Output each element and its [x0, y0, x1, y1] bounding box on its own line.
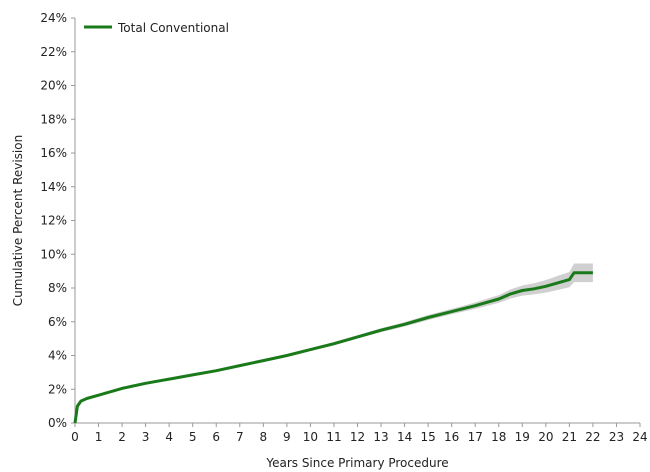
- series-line-total-conventional: [73, 271, 593, 424]
- x-tick-label: 10: [303, 430, 318, 444]
- x-tick-label: 1: [95, 430, 103, 444]
- x-tick-label: 23: [609, 430, 624, 444]
- x-tick-label: 12: [350, 430, 365, 444]
- y-tick-label: 22%: [40, 45, 67, 59]
- x-tick-label: 20: [538, 430, 553, 444]
- y-axis-title: Cumulative Percent Revision: [11, 135, 25, 306]
- x-tick-label: 17: [468, 430, 483, 444]
- y-tick-label: 8%: [48, 281, 67, 295]
- y-tick-label: 20%: [40, 79, 67, 93]
- y-tick-label: 12%: [40, 214, 67, 228]
- y-tick-label: 14%: [40, 180, 67, 194]
- x-tick-label: 9: [283, 430, 291, 444]
- x-tick-label: 5: [189, 430, 197, 444]
- y-tick-label: 0%: [48, 416, 67, 430]
- x-tick-label: 21: [562, 430, 577, 444]
- x-axis-title: Years Since Primary Procedure: [265, 456, 448, 470]
- x-tick-label: 13: [373, 430, 388, 444]
- x-tick-label: 3: [142, 430, 150, 444]
- x-tick-label: 22: [585, 430, 600, 444]
- y-tick-label: 4%: [48, 349, 67, 363]
- x-tick-label: 7: [236, 430, 244, 444]
- y-tick-label: 2%: [48, 382, 67, 396]
- x-tick-label: 0: [71, 430, 79, 444]
- x-tick-label: 2: [118, 430, 126, 444]
- y-tick-label: 10%: [40, 247, 67, 261]
- x-tick-label: 4: [165, 430, 173, 444]
- y-tick-label: 6%: [48, 315, 67, 329]
- x-tick-label: 18: [491, 430, 506, 444]
- y-tick-label: 16%: [40, 146, 67, 160]
- y-tick-label: 24%: [40, 11, 67, 25]
- legend-label-total-conventional: Total Conventional: [117, 21, 229, 35]
- x-tick-label: 15: [420, 430, 435, 444]
- x-tick-label: 24: [632, 430, 647, 444]
- x-tick-label: 19: [515, 430, 530, 444]
- chart-legend: Total Conventional: [84, 21, 229, 35]
- x-tick-label: 16: [444, 430, 459, 444]
- x-tick-label: 11: [326, 430, 341, 444]
- y-tick-label: 18%: [40, 112, 67, 126]
- x-tick-label: 6: [212, 430, 220, 444]
- x-tick-label: 14: [397, 430, 412, 444]
- x-tick-label: 8: [260, 430, 268, 444]
